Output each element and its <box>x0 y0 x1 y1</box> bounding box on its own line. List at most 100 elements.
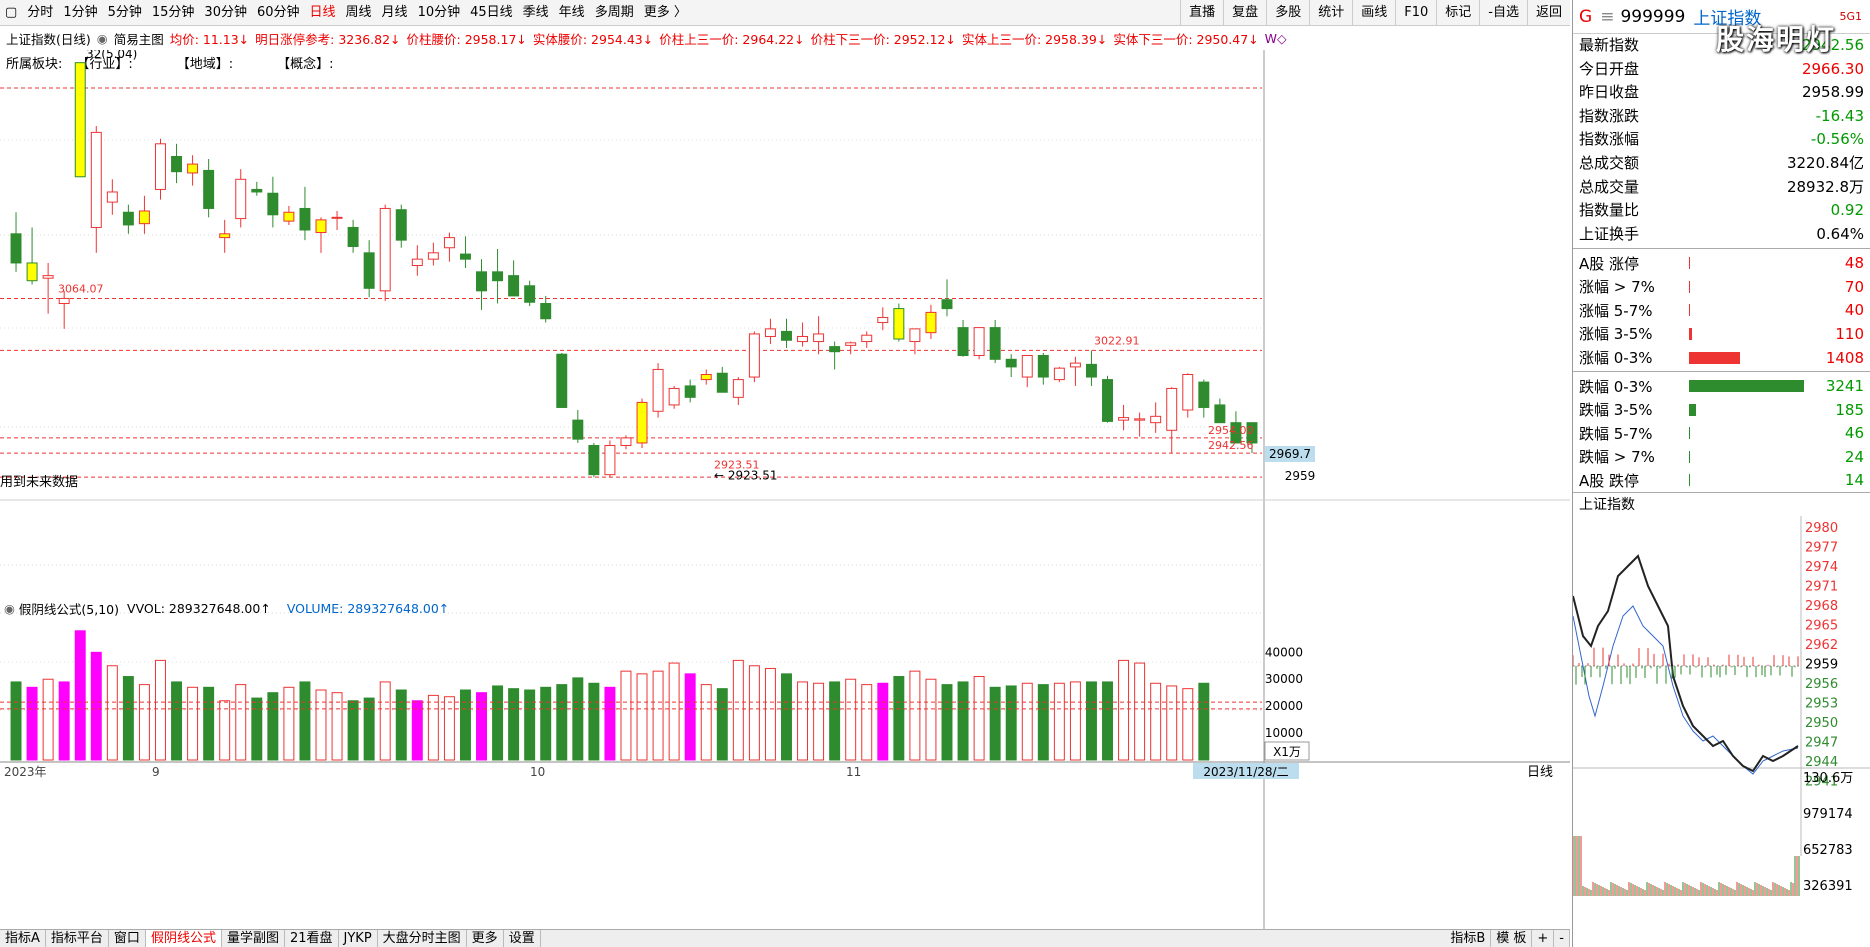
candle-body <box>1118 417 1130 421</box>
chart-title: 上证指数(日线) <box>6 31 91 47</box>
indicator-tab-0[interactable]: 指标A <box>0 929 46 947</box>
fall-value: 185 <box>1835 400 1864 419</box>
tab-period-7[interactable]: 周线 <box>345 4 372 20</box>
fall-value: 14 <box>1844 471 1864 490</box>
volume-bar <box>748 665 760 761</box>
tab-period-3[interactable]: 15分钟 <box>151 4 195 20</box>
collapse-icon[interactable]: ◉ <box>4 600 15 616</box>
tab-period-11[interactable]: 季线 <box>522 4 549 20</box>
bottom-right-button-0[interactable]: 指标B <box>1445 929 1492 947</box>
volume-bar <box>540 686 552 761</box>
volume-bar <box>58 681 70 761</box>
intraday-mini-chart[interactable]: 2980 2977 2974 2971 2968 2965 2962 2959 2956 2953… <box>1572 516 1870 926</box>
volume-bar <box>411 700 423 761</box>
rise-row: 涨幅 5-7% 40 <box>1573 299 1870 323</box>
toolbar-button-5[interactable]: F10 <box>1395 0 1436 26</box>
candle-body <box>476 271 487 292</box>
tab-period-2[interactable]: 5分钟 <box>107 4 142 20</box>
rise-value: 1408 <box>1825 348 1864 367</box>
sector-concept[interactable]: 【概念】: <box>277 56 334 72</box>
stat-label: 指数量比 <box>1579 201 1640 220</box>
volume-formula-title[interactable]: 假阴线公式(5,10) <box>18 601 120 617</box>
candle-body <box>171 155 183 173</box>
candle-body <box>748 333 760 378</box>
toolbar-button-1[interactable]: 复盘 <box>1223 0 1266 26</box>
toolbar-button-0[interactable]: 直播 <box>1180 0 1223 26</box>
candle-body <box>652 368 664 412</box>
indicator-tab-8[interactable]: 更多 <box>467 929 504 947</box>
indicator-tab-4[interactable]: 量学副图 <box>222 929 285 947</box>
stat-row: 总成交量 28932.8万 <box>1573 176 1870 200</box>
tab-period-14[interactable]: 更多 〉 <box>643 4 687 20</box>
kline-chart[interactable]: 3064.07 3022.91 2954.00 2942.56 2923.51← 292… <box>0 50 1570 929</box>
tab-period-6[interactable]: 日线 <box>309 4 336 20</box>
fall-label: 跌幅 5-7% <box>1579 424 1653 443</box>
tab-period-4[interactable]: 30分钟 <box>204 4 247 20</box>
main-chart-mode[interactable]: 简易主图 <box>113 31 164 47</box>
indicator-tab-3[interactable]: 假阴线公式 <box>145 929 222 947</box>
volume-bar <box>459 689 471 761</box>
tab-period-9[interactable]: 10分钟 <box>417 4 461 20</box>
xaxis-label: 10 <box>530 765 545 779</box>
tab-period-1[interactable]: 1分钟 <box>63 4 98 20</box>
formula-tail[interactable]: W◇ <box>1264 30 1287 46</box>
tab-period-10[interactable]: 45日线 <box>470 4 513 20</box>
tab-period-5[interactable]: 60分钟 <box>256 4 300 20</box>
volume-bar <box>235 684 247 761</box>
volume-bar <box>1005 685 1017 761</box>
xaxis-label: 9 <box>152 765 160 779</box>
dropdown-icon[interactable]: ◉ <box>96 30 108 46</box>
candle-body <box>363 252 375 289</box>
panel-toggle-icon[interactable]: ▢ <box>5 4 18 20</box>
toolbar-button-4[interactable]: 画线 <box>1352 0 1395 26</box>
volume-bar <box>10 681 22 761</box>
sector-industry[interactable]: 【行业】: <box>76 56 133 72</box>
indicator-tab-6[interactable]: JYKP <box>339 929 378 947</box>
volume-bar <box>877 682 889 761</box>
tab-period-8[interactable]: 月线 <box>381 4 408 20</box>
candle-body <box>797 335 809 343</box>
volume-bar <box>155 659 166 761</box>
candle-body <box>684 385 696 398</box>
toolbar-button-7[interactable]: -自选 <box>1479 0 1527 26</box>
candle-body <box>1134 418 1146 421</box>
toolbar-button-3[interactable]: 统计 <box>1309 0 1352 26</box>
fall-row: 跌幅 0-3% 3241 <box>1573 374 1870 398</box>
bottom-right-button-1[interactable]: 模 板 <box>1491 929 1533 947</box>
mini-axis-label: 2956 <box>1805 677 1838 692</box>
volume-bar <box>684 673 696 761</box>
tab-period-0[interactable]: 分时 <box>27 4 54 20</box>
index-name[interactable]: 上证指数 <box>1693 9 1762 29</box>
stat-label: 昨日收盘 <box>1579 83 1640 102</box>
indicator-tab-7[interactable]: 大盘分时主图 <box>378 929 467 947</box>
stat-row: 指数量比 0.92 <box>1573 199 1870 223</box>
chart-info-bar: 上证指数(日线) ◉ 简易主图 均价: 11.13↓ 明日涨停参考: 3236.… <box>0 26 1510 50</box>
candle-body <box>26 262 38 282</box>
toolbar-button-6[interactable]: 标记 <box>1436 0 1479 26</box>
body-lower: 实体下三一价: 2950.47↓ <box>1113 31 1259 47</box>
bottom-right-button-2[interactable]: + <box>1532 929 1555 947</box>
stat-value: -0.56% <box>1810 130 1864 149</box>
volume-bar <box>283 686 295 761</box>
volume-bar <box>620 670 632 761</box>
candle-body <box>540 303 552 320</box>
rise-label: 涨幅 5-7% <box>1579 301 1653 320</box>
candle-body <box>829 346 841 353</box>
price-label-2954: 2954.00 <box>1208 424 1254 437</box>
fall-label: 跌幅 0-3% <box>1579 377 1653 396</box>
current-price-label: 2969.7 <box>1269 447 1311 461</box>
toolbar-button-2[interactable]: 多股 <box>1266 0 1309 26</box>
indicator-tab-9[interactable]: 设置 <box>504 929 541 947</box>
candle-body <box>299 207 311 231</box>
menu-icon[interactable]: ≡ <box>1600 6 1615 27</box>
sector-region[interactable]: 【地域】: <box>176 56 234 72</box>
candle-body <box>1230 422 1242 444</box>
bottom-right-button-3[interactable]: - <box>1554 929 1570 947</box>
toolbar-button-8[interactable]: 返回 <box>1526 0 1570 26</box>
indicator-tab-2[interactable]: 窗口 <box>109 929 146 947</box>
indicator-tab-5[interactable]: 21看盘 <box>285 929 339 947</box>
tab-period-13[interactable]: 多周期 <box>594 4 634 20</box>
tab-period-12[interactable]: 年线 <box>558 4 585 20</box>
vol-axis-label: 40000 <box>1265 645 1303 659</box>
indicator-tab-1[interactable]: 指标平台 <box>46 929 109 947</box>
